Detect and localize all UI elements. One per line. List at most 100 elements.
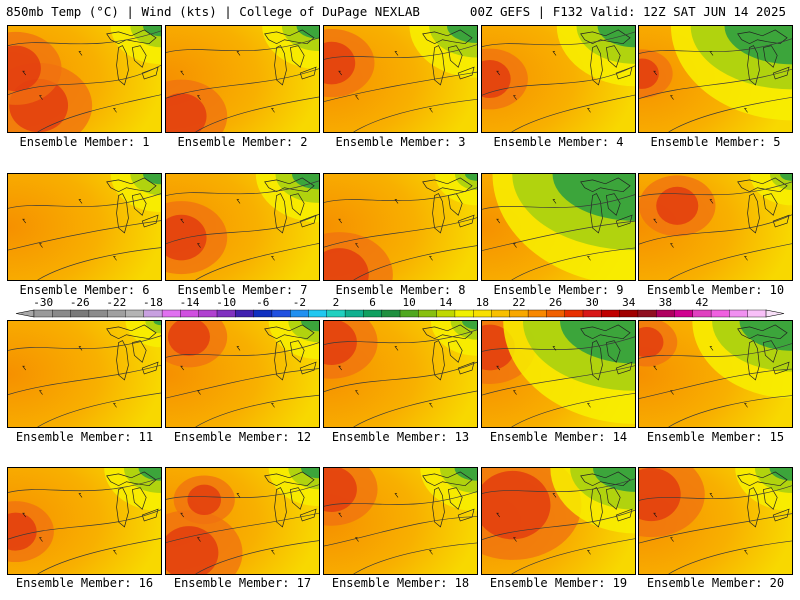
ensemble-map-panel	[323, 467, 478, 575]
colorbar-tick-label: 10	[403, 296, 416, 309]
colorbar-swatch	[216, 309, 236, 318]
colorbar-swatch	[253, 309, 273, 318]
colorbar-tick-label: -10	[216, 296, 236, 309]
colorbar-swatch	[70, 309, 90, 318]
ensemble-map-panel	[7, 320, 162, 428]
colorbar-tick-label: 34	[622, 296, 636, 309]
ensemble-member-caption: Ensemble Member: 19	[489, 576, 628, 590]
colorbar-swatch	[308, 309, 328, 318]
ensemble-map-panel	[323, 320, 478, 428]
ensemble-map-panel	[638, 467, 793, 575]
colorbar-tick-label: 30	[586, 296, 599, 309]
ensemble-member-caption: Ensemble Member: 17	[173, 576, 312, 590]
ensemble-member-caption: Ensemble Member: 16	[15, 576, 154, 590]
colorbar-swatch	[143, 309, 163, 318]
colorbar-swatch	[454, 309, 474, 318]
colorbar-tick-label: 6	[369, 296, 376, 309]
ensemble-map-panel	[323, 25, 478, 133]
colorbar-swatch	[125, 309, 145, 318]
colorbar-swatch	[180, 309, 200, 318]
ensemble-member-caption: Ensemble Member: 13	[331, 430, 470, 444]
ensemble-map-panel	[165, 173, 320, 281]
chart-title: 850mb Temp (°C) | Wind (kts) | College o…	[6, 4, 420, 19]
ensemble-map-panel	[7, 25, 162, 133]
colorbar-tick-label: -26	[70, 296, 90, 309]
colorbar-swatch	[656, 309, 676, 318]
ensemble-member-caption: Ensemble Member: 2	[177, 135, 308, 149]
colorbar-tick-label: -22	[106, 296, 126, 309]
colorbar-swatch	[399, 309, 419, 318]
colorbar-tick-label: -18	[143, 296, 163, 309]
colorbar-swatch	[418, 309, 438, 318]
colorbar-tick-label: 26	[549, 296, 562, 309]
colorbar-swatch	[546, 309, 566, 318]
ensemble-member-caption: Ensemble Member: 9	[493, 283, 624, 297]
ensemble-member-caption: Ensemble Member: 18	[331, 576, 470, 590]
colorbar-tick-label: 18	[476, 296, 489, 309]
colorbar-swatch	[601, 309, 621, 318]
colorbar-right-arrow	[765, 309, 785, 318]
ensemble-member-caption: Ensemble Member: 6	[19, 283, 150, 297]
colorbar-swatch	[271, 309, 291, 318]
colorbar-swatch	[491, 309, 511, 318]
colorbar-swatch	[710, 309, 730, 318]
ensemble-map-panel	[638, 25, 793, 133]
colorbar-swatch	[509, 309, 529, 318]
ensemble-map-panel	[165, 467, 320, 575]
colorbar-swatch	[729, 309, 749, 318]
ensemble-map-panel	[638, 320, 793, 428]
ensemble-member-caption: Ensemble Member: 3	[335, 135, 466, 149]
colorbar-swatch	[88, 309, 108, 318]
colorbar-swatch	[381, 309, 401, 318]
colorbar-swatch	[527, 309, 547, 318]
colorbar-swatch	[582, 309, 602, 318]
ensemble-map-panel	[7, 467, 162, 575]
colorbar-swatch	[619, 309, 639, 318]
colorbar-swatch	[290, 309, 310, 318]
colorbar-swatch	[106, 309, 126, 318]
colorbar-tick-label: 42	[695, 296, 708, 309]
temperature-colorbar: -30 -26 -22 -18 -14 -10 -6 -2 2 6 10 14 18 22 26 30 34 38…	[15, 296, 785, 318]
colorbar-tick-label: 14	[439, 296, 453, 309]
colorbar-swatch	[52, 309, 72, 318]
colorbar-swatch	[436, 309, 456, 318]
colorbar-swatch	[564, 309, 584, 318]
ensemble-map-panel	[481, 320, 636, 428]
colorbar-tick-label: -2	[293, 296, 306, 309]
ensemble-member-caption: Ensemble Member: 12	[173, 430, 312, 444]
ensemble-map-panel	[481, 467, 636, 575]
colorbar-swatch	[326, 309, 346, 318]
colorbar-swatch	[161, 309, 181, 318]
ensemble-member-caption: Ensemble Member: 10	[646, 283, 785, 297]
colorbar-swatch	[235, 309, 255, 318]
ensemble-member-caption: Ensemble Member: 15	[646, 430, 785, 444]
ensemble-member-caption: Ensemble Member: 7	[177, 283, 308, 297]
colorbar-swatch	[674, 309, 694, 318]
colorbar-tick-label: 2	[333, 296, 340, 309]
ensemble-member-caption: Ensemble Member: 1	[19, 135, 150, 149]
ensemble-member-caption: Ensemble Member: 20	[646, 576, 785, 590]
ensemble-map-panel	[481, 25, 636, 133]
colorbar-swatch	[344, 309, 364, 318]
ensemble-map-panel	[323, 173, 478, 281]
colorbar-swatch	[363, 309, 383, 318]
ensemble-member-caption: Ensemble Member: 11	[15, 430, 154, 444]
colorbar-tick-label: -6	[256, 296, 269, 309]
colorbar-swatch	[33, 309, 53, 318]
ensemble-map-panel	[165, 320, 320, 428]
colorbar-tick-label: -30	[33, 296, 53, 309]
ensemble-member-caption: Ensemble Member: 5	[650, 135, 781, 149]
ensemble-map-panel	[481, 173, 636, 281]
colorbar-swatch	[198, 309, 218, 318]
colorbar-swatch	[473, 309, 493, 318]
ensemble-member-caption: Ensemble Member: 8	[335, 283, 466, 297]
ensemble-map-panel	[7, 173, 162, 281]
colorbar-swatch	[747, 309, 767, 318]
colorbar-swatch	[637, 309, 657, 318]
ensemble-map-panel	[165, 25, 320, 133]
colorbar-tick-label: -14	[180, 296, 200, 309]
colorbar-tick-label: 22	[512, 296, 525, 309]
valid-time-label: 00Z GEFS | F132 Valid: 12Z SAT JUN 14 20…	[469, 4, 786, 19]
colorbar-swatch	[692, 309, 712, 318]
ensemble-member-caption: Ensemble Member: 14	[489, 430, 628, 444]
